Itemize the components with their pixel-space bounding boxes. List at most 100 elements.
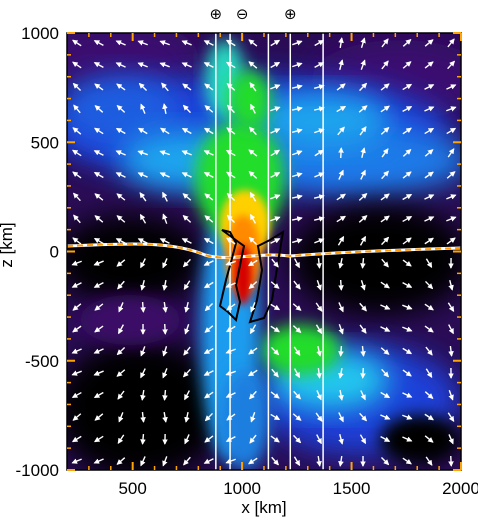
current-sheet-contour-right bbox=[248, 229, 285, 324]
velocity-arrow bbox=[424, 435, 434, 443]
velocity-arrow bbox=[71, 149, 82, 157]
velocity-arrow bbox=[225, 435, 236, 443]
velocity-arrow bbox=[94, 83, 104, 91]
velocity-vectors bbox=[71, 37, 457, 467]
velocity-arrow bbox=[225, 260, 236, 266]
x-tick-label: 1000 bbox=[223, 479, 261, 498]
velocity-arrow bbox=[270, 391, 280, 399]
heatmap-field bbox=[67, 33, 461, 470]
velocity-arrow bbox=[293, 390, 301, 400]
plot-area bbox=[67, 33, 461, 470]
velocity-arrow bbox=[225, 39, 236, 47]
velocity-arrow bbox=[94, 413, 104, 421]
velocity-arrow bbox=[446, 237, 456, 245]
velocity-arrow bbox=[338, 367, 344, 379]
velocity-arrow bbox=[313, 216, 325, 222]
velocity-arrow bbox=[204, 83, 214, 91]
velocity-arrow bbox=[140, 456, 146, 467]
velocity-arrow bbox=[314, 238, 325, 244]
velocity-arrow bbox=[358, 192, 368, 201]
velocity-arrow bbox=[316, 367, 322, 379]
velocity-arrow bbox=[203, 127, 214, 135]
velocity-arrow bbox=[270, 128, 281, 134]
velocity-arrow bbox=[71, 260, 82, 266]
velocity-arrow bbox=[270, 325, 280, 333]
velocity-arrow bbox=[248, 149, 258, 157]
velocity-arrow bbox=[182, 214, 192, 223]
velocity-arrow bbox=[93, 62, 104, 68]
velocity-arrow bbox=[446, 127, 457, 135]
velocity-arrow bbox=[359, 412, 368, 422]
axis-ticks bbox=[67, 32, 462, 471]
velocity-arrow bbox=[203, 281, 214, 289]
velocity-arrow bbox=[402, 106, 413, 112]
velocity-arrow bbox=[314, 172, 325, 178]
velocity-arrow bbox=[448, 390, 454, 401]
velocity-arrow bbox=[424, 280, 434, 290]
velocity-arrow bbox=[115, 238, 126, 244]
velocity-arrow bbox=[338, 257, 344, 269]
velocity-arrow bbox=[447, 302, 455, 313]
velocity-arrow bbox=[336, 215, 347, 223]
velocity-arrow bbox=[72, 82, 82, 92]
velocity-arrow bbox=[380, 215, 390, 223]
velocity-arrow bbox=[293, 456, 301, 467]
velocity-arrow bbox=[93, 171, 104, 179]
velocity-arrow bbox=[72, 303, 82, 311]
velocity-arrow bbox=[402, 347, 413, 355]
velocity-arrow bbox=[115, 40, 126, 46]
velocity-arrow bbox=[291, 194, 303, 200]
velocity-arrow bbox=[94, 215, 104, 223]
velocity-arrow bbox=[182, 104, 191, 114]
top-annotation-symbol: ⊕ bbox=[284, 5, 297, 23]
velocity-arrow bbox=[203, 370, 214, 376]
velocity-arrow bbox=[93, 150, 104, 156]
velocity-arrow bbox=[381, 236, 390, 246]
x-axis-label: x [km] bbox=[241, 498, 286, 517]
velocity-arrow bbox=[402, 39, 412, 47]
velocity-arrow bbox=[446, 194, 457, 200]
velocity-arrow bbox=[402, 193, 413, 201]
velocity-arrow bbox=[72, 61, 82, 69]
velocity-arrow bbox=[381, 38, 389, 48]
neutral-line-dashes bbox=[67, 242, 461, 259]
velocity-arrow bbox=[116, 83, 126, 91]
velocity-arrow bbox=[184, 301, 190, 313]
velocity-arrow bbox=[270, 303, 281, 311]
velocity-arrow bbox=[137, 127, 148, 135]
velocity-arrow bbox=[424, 84, 435, 90]
velocity-arrow bbox=[338, 324, 344, 335]
velocity-arrow bbox=[72, 39, 82, 47]
velocity-arrow bbox=[203, 40, 214, 46]
velocity-arrow bbox=[446, 216, 457, 222]
velocity-arrow bbox=[402, 259, 412, 267]
current-sheet-contour bbox=[218, 229, 246, 322]
top-annotation-symbol: ⊕ bbox=[210, 5, 223, 23]
velocity-arrow bbox=[424, 391, 434, 399]
velocity-arrow bbox=[162, 456, 168, 467]
velocity-arrow bbox=[338, 279, 344, 291]
velocity-arrow bbox=[162, 191, 168, 202]
velocity-arrow bbox=[93, 370, 104, 376]
velocity-arrow bbox=[226, 104, 235, 114]
velocity-arrow bbox=[159, 62, 170, 68]
velocity-arrow bbox=[381, 148, 389, 158]
velocity-arrow bbox=[380, 435, 391, 443]
velocity-arrow bbox=[316, 280, 322, 291]
velocity-arrow bbox=[162, 346, 168, 357]
velocity-arrow bbox=[248, 39, 258, 47]
velocity-arrow bbox=[247, 369, 258, 377]
velocity-arrow bbox=[338, 345, 344, 357]
velocity-arrow bbox=[140, 411, 146, 423]
velocity-arrow bbox=[162, 279, 168, 291]
velocity-arrow bbox=[73, 104, 81, 114]
velocity-arrow bbox=[93, 391, 104, 399]
velocity-arrow bbox=[424, 127, 435, 135]
velocity-arrow bbox=[203, 237, 214, 245]
velocity-arrow bbox=[270, 194, 281, 200]
velocity-arrow bbox=[71, 435, 82, 443]
velocity-arrow bbox=[380, 193, 390, 201]
velocity-arrow bbox=[115, 172, 126, 178]
velocity-arrow bbox=[402, 326, 413, 332]
velocity-arrow bbox=[424, 149, 434, 157]
